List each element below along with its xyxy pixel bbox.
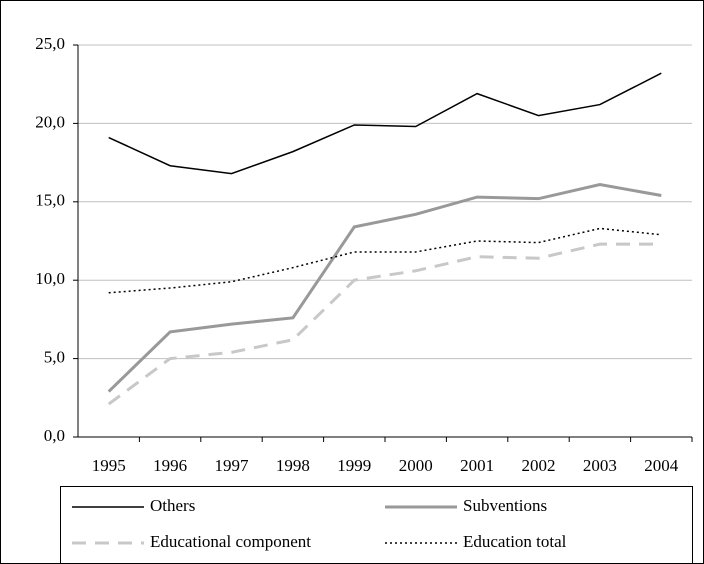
y-tick-label: 15,0 — [35, 191, 65, 210]
y-tick-label: 10,0 — [35, 269, 65, 288]
x-tick-label: 1999 — [337, 456, 371, 475]
x-tick-label: 2001 — [460, 456, 494, 475]
y-tick-label: 25,0 — [35, 34, 65, 53]
x-tick-label: 1998 — [276, 456, 310, 475]
x-tick-label: 1996 — [153, 456, 187, 475]
y-tick-label: 20,0 — [35, 112, 65, 131]
y-tick-label: 5,0 — [44, 348, 65, 367]
series-line — [108, 72, 662, 175]
series-line — [107, 183, 662, 393]
y-tick-label: 0,0 — [44, 426, 65, 445]
x-tick-label: 2004 — [644, 456, 679, 475]
x-tick-label: 2000 — [399, 456, 433, 475]
legend-label: Education total — [463, 532, 567, 551]
x-tick-label: 2003 — [583, 456, 617, 475]
legend-box — [60, 486, 693, 564]
x-tick-label: 1997 — [215, 456, 250, 475]
legend-label: Others — [150, 496, 195, 515]
x-tick-label: 1995 — [92, 456, 126, 475]
legend-label: Educational component — [150, 532, 311, 551]
series-line — [108, 227, 662, 294]
legend-label: Subventions — [463, 496, 547, 515]
x-tick-label: 2002 — [522, 456, 556, 475]
